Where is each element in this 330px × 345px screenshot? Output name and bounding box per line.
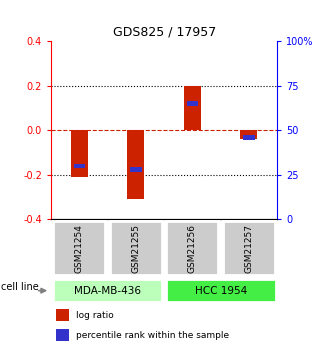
Text: percentile rank within the sample: percentile rank within the sample [76,331,229,339]
Bar [56,309,69,321]
Bar [184,86,201,130]
Bar [127,130,145,199]
Bar [223,221,275,275]
Text: cell line: cell line [1,282,39,292]
Text: GSM21255: GSM21255 [131,224,141,273]
Bar [56,329,69,341]
Text: log ratio: log ratio [76,311,114,320]
Bar [53,279,162,302]
Bar [74,164,85,168]
Title: GDS825 / 17957: GDS825 / 17957 [113,26,216,39]
Bar [71,130,88,177]
Bar [166,221,218,275]
Text: GSM21256: GSM21256 [188,224,197,273]
Bar [130,167,142,171]
Text: HCC 1954: HCC 1954 [195,286,247,296]
Bar [241,130,257,139]
Bar [166,279,276,302]
Bar [243,135,255,140]
Text: GSM21257: GSM21257 [245,224,253,273]
Bar [187,101,198,106]
Text: GSM21254: GSM21254 [75,224,84,273]
Bar [110,221,162,275]
Text: MDA-MB-436: MDA-MB-436 [74,286,141,296]
Bar [53,221,105,275]
